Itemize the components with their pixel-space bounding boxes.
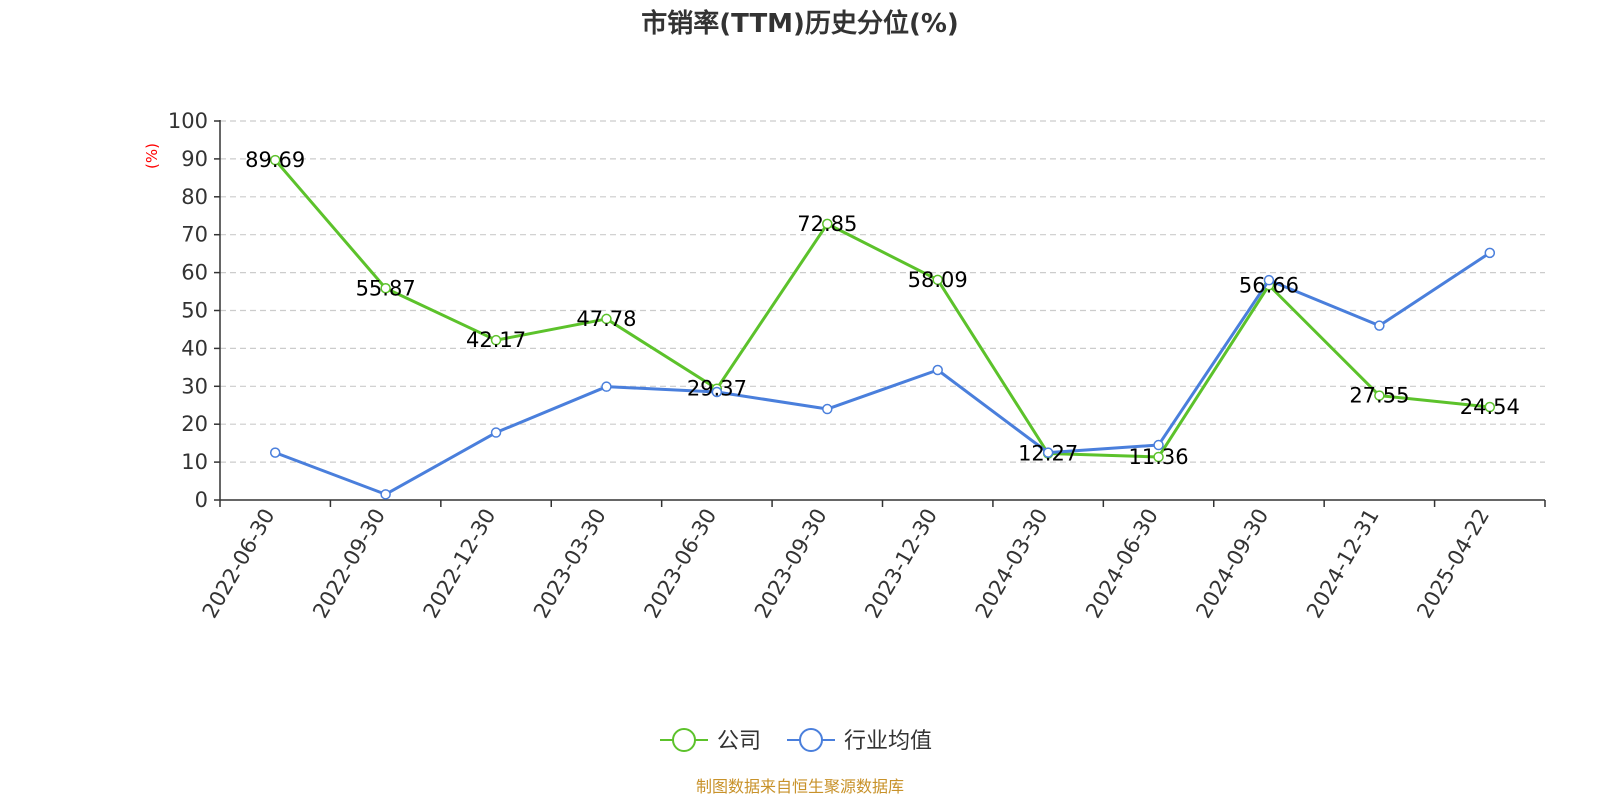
data-label: 11.36 — [1128, 445, 1188, 469]
data-point-industry-average — [1374, 320, 1385, 331]
data-source-note: 制图数据来自恒生聚源数据库 — [696, 777, 904, 796]
legend-item-company[interactable]: 公司 — [660, 728, 761, 754]
x-tick-label: 2024-12-31 — [1302, 505, 1384, 623]
x-tick-label: 2022-12-30 — [419, 505, 501, 623]
x-tick-label: 2023-06-30 — [639, 505, 721, 623]
data-point-industry-average — [1263, 274, 1275, 286]
data-label: 58.09 — [908, 268, 968, 292]
y-tick-label: 50 — [181, 299, 208, 323]
y-tick-label: 30 — [181, 374, 208, 398]
data-point-industry-average — [932, 364, 943, 376]
data-point-industry-average — [490, 427, 502, 438]
x-tick-label: 2024-06-30 — [1081, 505, 1163, 623]
legend-marker-industry-average — [799, 728, 823, 752]
data-point-company — [269, 154, 281, 166]
series — [269, 154, 1496, 500]
data-label: 72.85 — [797, 212, 857, 236]
legend-label-industry-average: 行业均值 — [844, 729, 932, 754]
data-point-industry-average — [1042, 447, 1054, 458]
data-point-company — [1484, 401, 1496, 413]
data-point-company — [1153, 451, 1164, 463]
data-point-company — [601, 313, 612, 325]
data-label: 24.54 — [1460, 395, 1520, 419]
data-point-company — [1374, 390, 1385, 401]
y-tick-label: 60 — [181, 261, 208, 285]
chart-title: 市销率(TTM)历史分位(%) — [641, 8, 959, 39]
x-tick-labels: 2022-06-30 2022-09-30 2022-12-30 2023-03-30… — [198, 505, 1494, 623]
data-point-industry-average — [269, 447, 281, 458]
series-line-industry-average — [274, 251, 1491, 496]
grid-lines — [220, 120, 1545, 463]
data-label: 89.69 — [245, 148, 305, 172]
x-tick-label: 2024-03-30 — [971, 505, 1053, 623]
data-point-industry-average — [711, 386, 723, 398]
data-point-company — [490, 334, 502, 346]
data-point-industry-average — [1484, 247, 1496, 259]
data-point-industry-average — [601, 381, 612, 392]
legend[interactable]: 公司 行业均值 — [660, 728, 932, 754]
x-tick-label: 2025-04-22 — [1412, 505, 1494, 623]
x-tick-label: 2023-12-30 — [860, 505, 942, 623]
data-point-industry-average — [1153, 439, 1164, 451]
data-label: 47.78 — [576, 307, 636, 331]
x-tick-label: 2023-09-30 — [750, 505, 832, 623]
data-label: 56.66 — [1239, 273, 1299, 297]
legend-item-industry-average[interactable]: 行业均值 — [787, 728, 932, 754]
data-label: 55.87 — [356, 276, 416, 300]
legend-label-company: 公司 — [717, 729, 761, 754]
legend-marker-company — [672, 728, 696, 752]
y-tick-label: 40 — [181, 336, 208, 360]
y-tick-label: 100 — [168, 109, 208, 133]
y-tick-label: 70 — [181, 223, 208, 247]
data-label: 12.27 — [1018, 441, 1078, 465]
y-tick-labels: 0 10 20 30 40 50 60 70 80 90 100 — [168, 109, 208, 512]
data-point-industry-average — [380, 489, 391, 500]
y-tick-label: 0 — [195, 488, 208, 512]
data-point-company — [822, 218, 833, 230]
data-point-company — [932, 274, 943, 286]
y-axis-label: (%) — [143, 143, 161, 169]
y-tick-label: 90 — [181, 147, 208, 171]
data-label: 42.17 — [466, 328, 526, 352]
y-tick-label: 80 — [181, 185, 208, 209]
data-label: 29.37 — [687, 377, 747, 401]
x-tick-label: 2022-06-30 — [198, 505, 280, 623]
x-tick-label: 2024-09-30 — [1191, 505, 1273, 623]
data-labels: 89.69 55.87 42.17 47.78 29.37 72.85 58.09 12.27… — [245, 148, 1520, 469]
series-line-company — [274, 159, 1490, 459]
y-tick-label: 20 — [181, 412, 208, 436]
axes — [214, 120, 1546, 507]
data-point-industry-average — [822, 403, 833, 415]
x-tick-label: 2022-09-30 — [308, 505, 390, 623]
x-tick-label: 2023-03-30 — [529, 505, 611, 623]
y-tick-label: 10 — [181, 450, 208, 474]
data-label: 27.55 — [1349, 384, 1409, 408]
data-point-company — [380, 283, 391, 294]
